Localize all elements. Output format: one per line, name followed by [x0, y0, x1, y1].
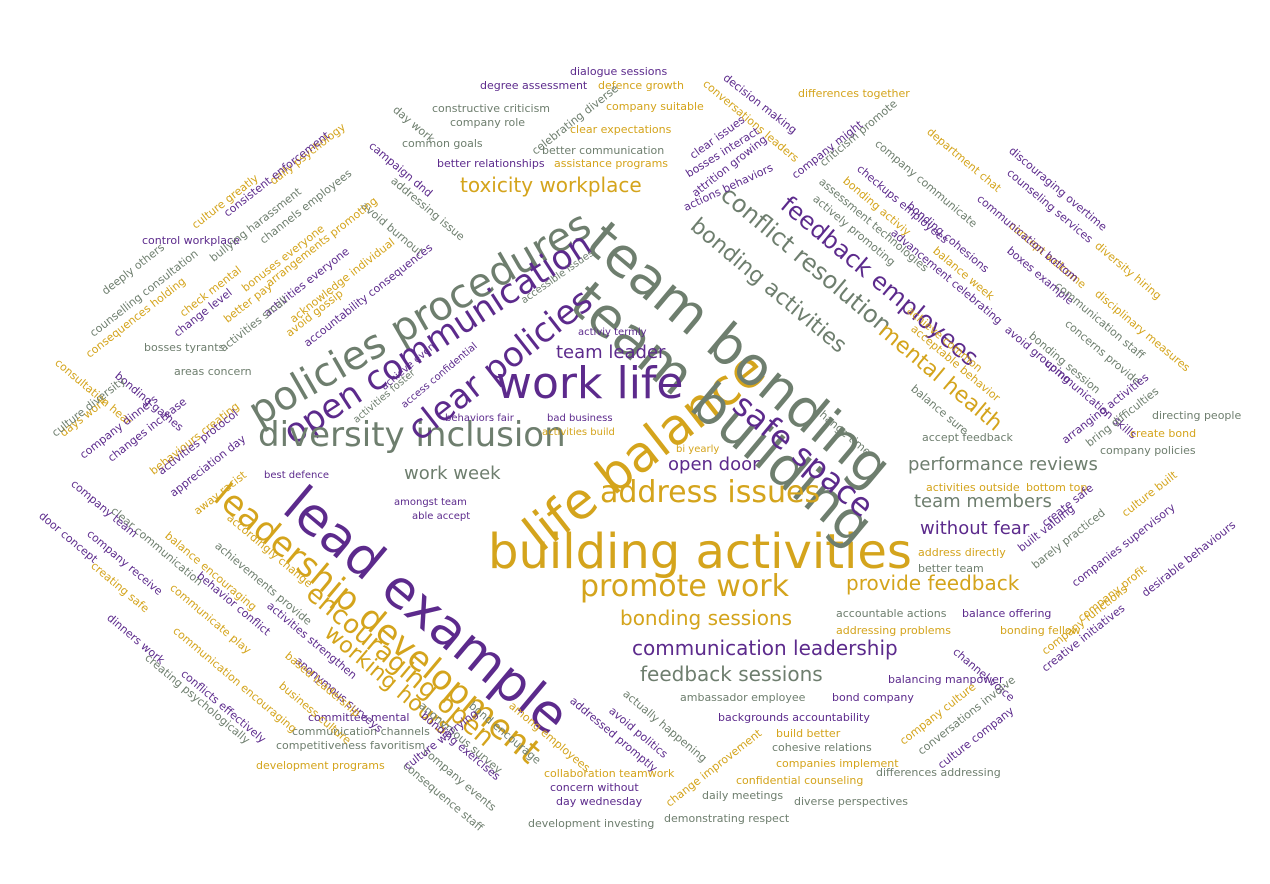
- word-able-accept: able accept: [412, 511, 471, 522]
- word-directing-people: directing people: [1152, 409, 1242, 422]
- word-bonding-fellow: bonding fellow: [1000, 624, 1081, 637]
- word-create-bond: create bond: [1130, 427, 1197, 440]
- word-differences-together: differences together: [798, 87, 910, 100]
- word-dinners-work: dinners work: [104, 611, 168, 667]
- word-company-role: company role: [450, 116, 526, 129]
- word-communication-leadership: communication leadership: [632, 636, 898, 660]
- word-bonding-sessions: bonding sessions: [620, 606, 793, 630]
- word-accountable-actions: accountable actions: [836, 607, 947, 620]
- word-without-fear: without fear: [920, 518, 1030, 539]
- word-communication-channels: communication channels: [292, 725, 430, 738]
- word-bottom-top: bottom top: [1026, 481, 1088, 494]
- word-concern-without: concern without: [550, 781, 639, 794]
- word-defence-growth: defence growth: [598, 79, 684, 92]
- word-committee-mental: committee mental: [308, 711, 410, 724]
- word-differences-addressing: differences addressing: [876, 766, 1001, 779]
- word-assistance-programs: assistance programs: [554, 157, 669, 170]
- word-company-policies: company policies: [1100, 444, 1196, 457]
- word-development-investing: development investing: [528, 817, 655, 830]
- word-best-defence: best defence: [264, 470, 329, 481]
- word-accept-feedback: accept feedback: [922, 431, 1013, 444]
- word-ambassador-employee: ambassador employee: [680, 691, 806, 704]
- word-activities-build: activities build: [542, 427, 615, 438]
- word-clear-expectations: clear expectations: [570, 123, 672, 136]
- word-amongst-team: amongst team: [394, 497, 467, 508]
- word-better-relationships: better relationships: [437, 157, 545, 170]
- word-provide-feedback: provide feedback: [846, 571, 1020, 595]
- word-feedback-sessions: feedback sessions: [640, 662, 823, 686]
- word-address-issues: address issues: [600, 475, 821, 510]
- word-activiy-termly: activiy termly: [578, 327, 647, 338]
- word-addressing-problems: addressing problems: [836, 624, 951, 637]
- word-balancing-manpower: balancing manpower: [888, 673, 1004, 686]
- word-backgrounds-accountability: backgrounds accountability: [718, 711, 870, 724]
- word-team-members: team members: [914, 491, 1052, 512]
- word-bad-business: bad business: [547, 413, 613, 424]
- word-company-suitable: company suitable: [606, 100, 704, 113]
- word-desirable-behaviours: desirable behaviours: [1139, 518, 1239, 600]
- word-daily-meetings: daily meetings: [702, 789, 784, 802]
- word-toxicity-workplace: toxicity workplace: [460, 173, 642, 197]
- word-diverse-perspectives: diverse perspectives: [794, 795, 909, 808]
- word-performance-reviews: performance reviews: [908, 454, 1098, 475]
- word-competitiveness-favoritism: competitiveness favoritism: [276, 739, 426, 752]
- word-team-leader: team leader: [556, 342, 666, 363]
- word-bi-yearly: bi yearly: [676, 444, 720, 455]
- word-bond-company: bond company: [832, 691, 914, 704]
- word-work-week: work week: [404, 463, 501, 484]
- word-demonstrating-respect: demonstrating respect: [664, 812, 790, 825]
- word-conflicts-effectively: conflicts effectively: [178, 667, 269, 746]
- word-building-activities: building activities: [488, 524, 912, 580]
- word-activities-outside: activities outside: [926, 481, 1020, 494]
- word-areas-concern: areas concern: [174, 365, 252, 378]
- word-degree-assessment: degree assessment: [480, 79, 588, 92]
- word-collaboration-teamwork: collaboration teamwork: [544, 767, 675, 780]
- word-better-communication: better communication: [542, 144, 665, 157]
- word-cohesive-relations: cohesive relations: [772, 741, 872, 754]
- word-better-team: better team: [918, 562, 984, 575]
- word-balance-offering: balance offering: [962, 607, 1052, 620]
- word-dialogue-sessions: dialogue sessions: [570, 65, 668, 78]
- word-development-programs: development programs: [256, 759, 385, 772]
- word-bosses-tyrants: bosses tyrants: [144, 341, 225, 354]
- word-open-door: open door: [668, 454, 760, 475]
- word-control-workplace: control workplace: [142, 234, 240, 247]
- word-promote-work: promote work: [580, 569, 790, 604]
- word-work-life: work life: [496, 358, 684, 409]
- word-company-team: company team: [68, 477, 141, 541]
- word-day-wednesday: day wednesday: [556, 795, 643, 808]
- word-constructive-criticism: constructive criticism: [432, 102, 551, 115]
- word-companies-implement: companies implement: [776, 757, 899, 770]
- word-behaviors-fair: behaviors fair: [445, 413, 514, 424]
- word-diversity-inclusion: diversity inclusion: [258, 415, 566, 455]
- word-build-better: build better: [776, 727, 841, 740]
- word-address-directly: address directly: [918, 546, 1006, 559]
- word-common-goals: common goals: [402, 137, 483, 150]
- word-confidential-counseling: confidential counseling: [736, 774, 864, 787]
